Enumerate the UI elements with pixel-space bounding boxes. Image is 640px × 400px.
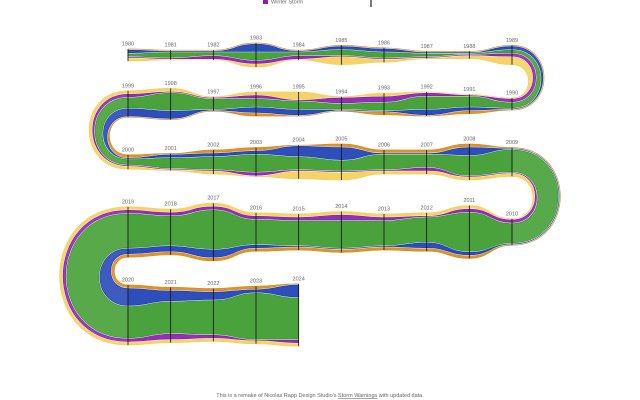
year-label: 1995 xyxy=(293,84,305,90)
year-label: 2023 xyxy=(250,279,262,285)
year-label: 2019 xyxy=(122,199,134,205)
year-label: 1993 xyxy=(378,86,390,92)
year-label: 2018 xyxy=(165,202,177,208)
year-label: 1989 xyxy=(506,38,518,44)
year-label: 2014 xyxy=(335,204,347,210)
year-label: 1996 xyxy=(250,84,262,90)
year-label: 1983 xyxy=(250,35,262,41)
year-label: 1999 xyxy=(122,83,134,89)
year-ticks: 1980 1981 1982 1983 1984 1985 1986 1987 1988 1989… xyxy=(122,35,518,347)
stream-turn xyxy=(511,149,559,244)
year-label: 1986 xyxy=(378,40,390,46)
year-label: 2022 xyxy=(207,281,219,287)
footnote-text: with updated data. xyxy=(377,393,424,399)
year-label: 2007 xyxy=(421,142,433,148)
legend-swatch xyxy=(263,0,268,4)
year-label: 2000 xyxy=(122,147,134,153)
year-label: 1987 xyxy=(421,44,433,50)
year-label: 2010 xyxy=(506,211,518,217)
year-label: 2024 xyxy=(293,276,305,282)
year-label: 2004 xyxy=(293,138,305,144)
year-label: 2016 xyxy=(250,205,262,211)
year-label: 1982 xyxy=(207,43,219,49)
year-label: 2020 xyxy=(122,277,134,283)
year-label: 2003 xyxy=(250,140,262,146)
year-label: 1980 xyxy=(122,41,134,47)
year-label: 1997 xyxy=(207,89,219,95)
year-label: 1994 xyxy=(335,89,347,95)
streams xyxy=(59,42,561,347)
year-label: 2015 xyxy=(293,206,305,212)
year-label: 2013 xyxy=(378,206,390,212)
year-label: 1990 xyxy=(506,90,518,96)
year-label: 1988 xyxy=(463,44,475,50)
year-label: 1981 xyxy=(165,43,177,49)
year-label: 2006 xyxy=(378,142,390,148)
year-label: 2008 xyxy=(463,136,475,142)
legend-label: Winter Storm xyxy=(271,0,304,5)
year-label: 2001 xyxy=(165,146,177,152)
year-label: 1992 xyxy=(421,84,433,90)
year-label: 2005 xyxy=(335,136,347,142)
year-label: 2011 xyxy=(463,198,475,204)
year-label: 2002 xyxy=(207,142,219,148)
footnote: This is a remake of Nicolas Rapp Design … xyxy=(216,393,424,399)
year-label: 2017 xyxy=(207,196,219,202)
footnote-text: This is a remake of Nicolas Rapp Design … xyxy=(216,393,338,399)
year-label: 2009 xyxy=(506,140,518,146)
footnote-link[interactable]: Storm Warnings xyxy=(338,393,377,399)
year-label: 1991 xyxy=(463,87,475,93)
year-label: 1998 xyxy=(165,81,177,87)
year-label: 1984 xyxy=(293,43,305,49)
stream-turn xyxy=(66,213,129,339)
year-label: 1985 xyxy=(335,38,347,44)
year-label: 2012 xyxy=(421,205,433,211)
year-label: 2021 xyxy=(165,280,177,286)
